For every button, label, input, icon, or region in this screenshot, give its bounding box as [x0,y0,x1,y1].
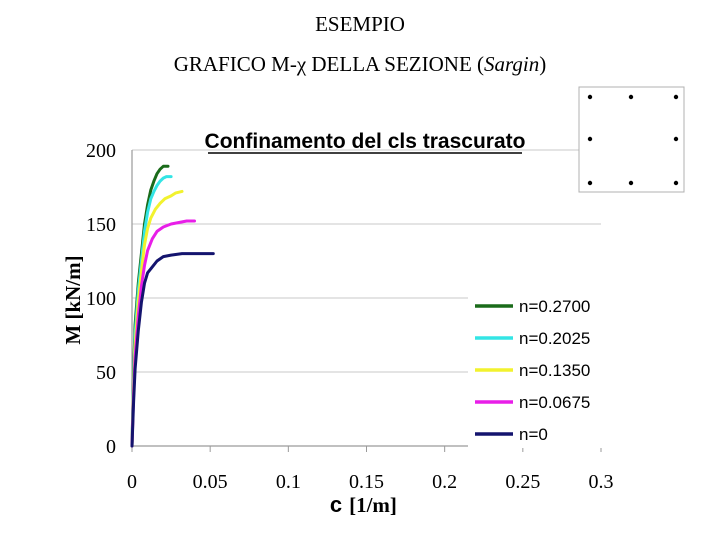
rebar-dot [628,180,634,186]
x-axis-label-symbol: c [330,492,342,517]
title-line2-italic: Sargin [484,52,540,76]
section-outline [578,86,685,193]
x-tick-label: 0.25 [505,471,540,493]
rebar-dot [587,136,593,142]
series-line [130,252,215,448]
chart-title: Confinamento del cls trascurato [205,130,526,153]
x-tick-label: 0.2 [432,471,457,493]
y-tick-label: 150 [86,214,116,236]
rebar-dot [673,136,679,142]
series-lines [130,164,215,448]
x-axis-label-unit: [1/m] [349,493,397,517]
legend: n=0.2700 n=0.2025 n=0.1350 n=0.0675 n=0 [468,290,608,448]
slide-title-line2: GRAFICO M-χ DELLA SEZIONE (Sargin) [0,50,720,78]
x-tick-label: 0.05 [193,471,228,493]
rebar-dot [673,180,679,186]
x-tick-label: 0.3 [589,471,614,493]
legend-label: n=0.2700 [519,297,590,316]
y-tick-label: 100 [86,288,116,310]
legend-label: n=0.0675 [519,393,590,412]
slide-title-line1: ESEMPIO [315,12,405,36]
rebar-dot [673,94,679,100]
x-tick-label: 0.1 [276,471,301,493]
y-tick-label: 0 [106,436,116,458]
rebar-dot [587,94,593,100]
tick-labels: 0 50 100 150 200 0 0.05 0.1 0.15 0.2 0.25 0.3 [86,140,614,493]
legend-label: n=0.1350 [519,361,590,380]
legend-label: n=0 [519,425,548,444]
section-diagram [578,86,685,193]
title-line2-suffix: ) [539,52,547,76]
legend-label: n=0.2025 [519,329,590,348]
y-axis-label: M [kN/m] [61,255,85,344]
x-tick-label: 0 [127,471,137,493]
rebar-dot [587,180,593,186]
rebar-dot [628,94,634,100]
x-tick-label: 0.15 [349,471,384,493]
title-line2-prefix: GRAFICO M-χ DELLA SEZIONE ( [173,52,485,76]
y-tick-label: 50 [96,362,116,384]
y-tick-label: 200 [86,140,116,162]
